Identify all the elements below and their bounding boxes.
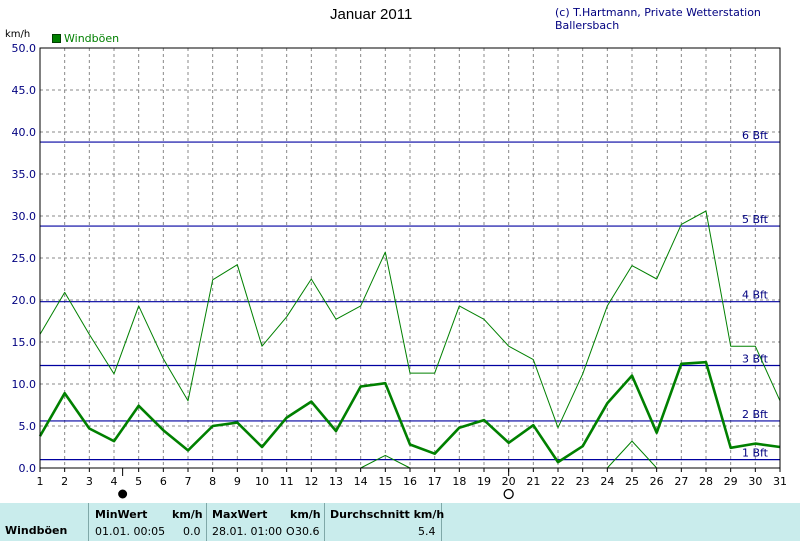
x-tick-label: 20 [502,475,516,488]
max-header: MaxWert [212,508,268,521]
stats-row-label: Windböen [5,524,68,537]
y-tick-label: 5.0 [19,420,37,433]
gust-envelope-line [39,210,781,429]
x-tick-label: 29 [724,475,738,488]
x-tick-label: 28 [699,475,713,488]
x-tick-label: 27 [674,475,688,488]
x-tick-label: 30 [748,475,762,488]
x-tick-label: 12 [304,475,318,488]
min-header: MinWert [95,508,148,521]
axes: 0.0 5.0 10.0 15.0 20.0 25.0 30.0 35.0 40.0 45.0 50… [12,42,788,488]
x-tick-label: 18 [452,475,466,488]
max-unit: km/h [290,508,321,521]
min-marker-icon [118,489,128,499]
beaufort-label: 5 Bft [742,213,769,226]
x-tick-label: 15 [378,475,392,488]
chart-title: Januar 2011 [330,6,413,23]
x-tick-label: 22 [551,475,565,488]
avg-header: Durchschnitt km/h [330,508,445,521]
min-unit: km/h [172,508,203,521]
x-tick-label: 23 [576,475,590,488]
gust-series-line [38,360,781,464]
x-tick-label: 17 [428,475,442,488]
x-tick-label: 9 [234,475,241,488]
max-value: 30.6 [295,525,320,538]
x-tick-label: 13 [329,475,343,488]
x-tick-label: 16 [403,475,417,488]
x-tick-label: 3 [86,475,93,488]
x-tick-label: 1 [37,475,44,488]
x-tick-label: 24 [600,475,614,488]
legend-label: Windböen [64,32,120,45]
gust-envelope-line [606,440,658,469]
y-tick-label: 50.0 [12,42,37,55]
beaufort-label: 4 Bft [742,289,769,302]
x-tick-label: 10 [255,475,269,488]
y-tick-label: 30.0 [12,210,37,223]
x-tick-label: 2 [61,475,68,488]
x-tick-label: 8 [209,475,216,488]
plot-border [39,47,781,469]
y-tick-label: 20.0 [12,294,37,307]
beaufort-label: 2 Bft [742,408,769,421]
x-tick-label: 19 [477,475,491,488]
grid [40,47,780,468]
x-tick-label: 25 [625,475,639,488]
max-marker-icon [503,488,514,500]
max-direction: O [286,525,295,538]
panel-divider [206,503,207,541]
x-tick-label: 31 [773,475,787,488]
x-tick-label: 7 [185,475,192,488]
series [38,210,781,469]
beaufort-label: 1 Bft [742,447,769,460]
panel-divider [441,503,442,541]
y-tick-label: 45.0 [12,84,37,97]
stats-panel: Windböen MinWert km/h 01.01. 00:05 0.0 M… [0,503,800,541]
y-tick-label: 10.0 [12,378,37,391]
x-tick-label: 5 [135,475,142,488]
y-tick-label: 35.0 [12,168,37,181]
legend-swatch [52,34,61,43]
panel-divider [88,503,89,541]
gust-envelope-line [360,454,411,469]
x-tick-label: 11 [280,475,294,488]
y-tick-label: 15.0 [12,336,37,349]
x-tick-label: 4 [111,475,118,488]
x-tick-label: 26 [650,475,664,488]
beaufort-label: 3 Bft [742,353,769,366]
x-tick-label: 14 [354,475,368,488]
legend: Windböen [52,32,119,45]
y-tick-label: 0.0 [19,462,37,475]
x-tick-label: 21 [526,475,540,488]
beaufort-lines: 1 Bft 2 Bft 3 Bft 4 Bft 5 Bft 6 Bft [40,129,780,461]
y-axis-unit: km/h [5,29,31,40]
y-tick-label: 40.0 [12,126,37,139]
markers [118,468,514,500]
wind-gust-chart: 1 Bft 2 Bft 3 Bft 4 Bft 5 Bft 6 Bft 0.0 5.0 10.… [12,42,788,500]
x-tick-label: 6 [160,475,167,488]
beaufort-label: 6 Bft [742,129,769,142]
y-tick-label: 25.0 [12,252,37,265]
credit-text: (c) T.Hartmann, Private Wetterstation Ba… [555,6,761,32]
min-value: 0.0 [183,525,201,538]
panel-divider [324,503,325,541]
avg-value: 5.4 [418,525,436,538]
min-time: 01.01. 00:05 [95,525,166,538]
max-time: 28.01. 01:00 [212,525,283,538]
